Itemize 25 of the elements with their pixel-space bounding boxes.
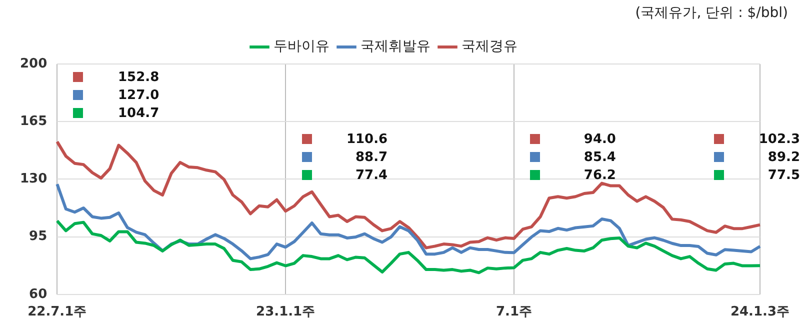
- annotation: 127.0: [118, 88, 160, 102]
- chart-subtitle: (국제유가, 단위 : $/bbl): [635, 4, 788, 22]
- x-tick-label: 23.1.1주: [256, 304, 316, 320]
- annotation: 77.4: [355, 168, 388, 182]
- annotation: 152.8: [118, 70, 160, 84]
- legend-label: 국제휘발유: [360, 38, 430, 55]
- annotation: 94.0: [584, 132, 616, 146]
- legend-label: 두바이유: [274, 38, 330, 55]
- annotation: 110.6: [346, 132, 388, 146]
- legend-label: 국제경유: [462, 38, 518, 55]
- annotation: 104.7: [118, 106, 160, 120]
- y-tick-label: 200: [20, 56, 48, 72]
- y-tick-label: 95: [29, 229, 48, 244]
- x-tick-label: 7.1주: [496, 304, 532, 320]
- text: 77.5: [768, 168, 800, 182]
- text: 89.2: [768, 150, 800, 164]
- y-tick-label: 165: [20, 114, 48, 129]
- x-tick-label: 22.7.1주: [28, 304, 87, 320]
- y-tick-label: 60: [29, 286, 48, 302]
- y-tick-label: 130: [20, 172, 48, 187]
- x-tick-label: 24.1.3주: [730, 304, 790, 320]
- annotation: 85.4: [584, 150, 616, 164]
- annotation: 76.2: [584, 168, 616, 182]
- annotation: 102.3: [758, 132, 800, 146]
- annotation: 88.7: [355, 150, 388, 164]
